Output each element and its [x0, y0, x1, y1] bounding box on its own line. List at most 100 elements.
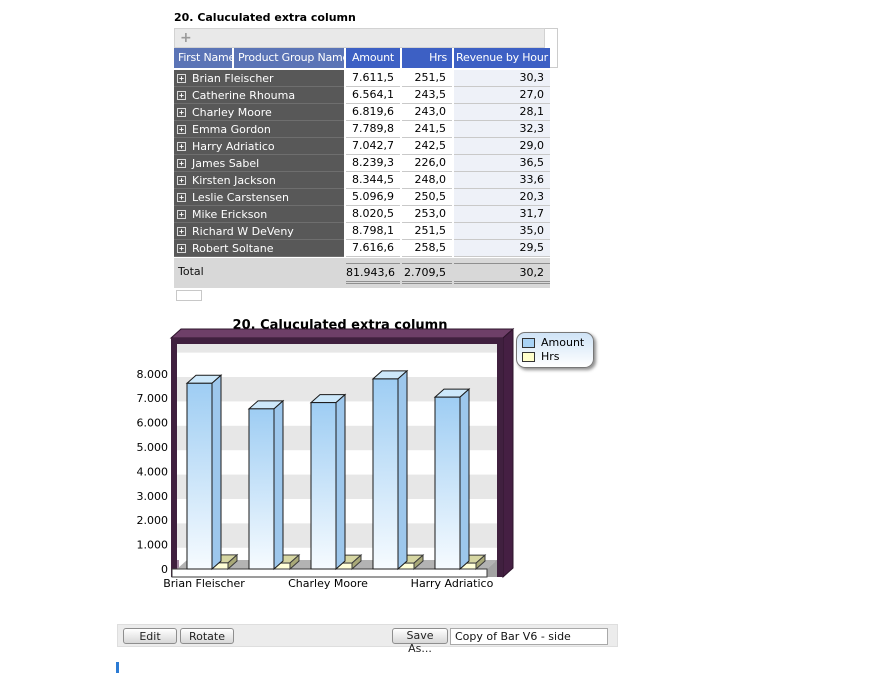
- cell-revenue: 30,3: [454, 70, 550, 87]
- cell-revenue: 27,0: [454, 87, 550, 104]
- legend-item: Hrs: [522, 350, 584, 363]
- save-as-button[interactable]: Save As...: [392, 628, 448, 655]
- svg-text:0: 0: [161, 563, 168, 576]
- total-row: Total 81.943,6 2.709,5 30,2: [174, 258, 550, 288]
- save-as-name-input[interactable]: [450, 628, 608, 645]
- cell-revenue: 35,0: [454, 223, 550, 240]
- cell-amount: 8.798,1: [346, 223, 400, 240]
- table-row: + Leslie Carstensen 5.096,9 250,5 20,3: [174, 189, 550, 206]
- expand-row-icon[interactable]: +: [177, 107, 186, 117]
- expand-row-icon[interactable]: +: [177, 226, 186, 236]
- cell-amount: 6.819,6: [346, 104, 400, 121]
- cell-hrs: 258,5: [402, 240, 452, 257]
- expand-row-icon[interactable]: +: [177, 209, 186, 219]
- cell-hrs: 248,0: [402, 172, 452, 189]
- table-row: + Harry Adriatico 7.042,7 242,5 29,0: [174, 138, 550, 155]
- cell-revenue: 32,3: [454, 121, 550, 138]
- legend-item: Amount: [522, 336, 584, 349]
- column-header-revenue-by-hour[interactable]: Revenue by Hour: [454, 48, 550, 68]
- row-name: Brian Fleischer: [192, 71, 274, 85]
- expand-row-icon[interactable]: +: [177, 175, 186, 185]
- table-row: + Catherine Rhouma 6.564,1 243,5 27,0: [174, 87, 550, 104]
- cell-amount: 7.789,8: [346, 121, 400, 138]
- table-body: + Brian Fleischer 7.611,5 251,5 30,3 + C…: [174, 70, 550, 257]
- table-row: + Emma Gordon 7.789,8 241,5 32,3: [174, 121, 550, 138]
- legend-label: Hrs: [541, 350, 560, 363]
- table-row: + Mike Erickson 8.020,5 253,0 31,7: [174, 206, 550, 223]
- cell-hrs: 243,5: [402, 87, 452, 104]
- cell-revenue: 36,5: [454, 155, 550, 172]
- column-header-first-name[interactable]: First Name: [174, 48, 232, 68]
- edit-button[interactable]: Edit: [123, 628, 177, 644]
- expand-row-icon[interactable]: +: [177, 73, 186, 83]
- bar-chart-canvas: 0 1.000 2.000 3.000 4.000 5.000 6.000 7.000 8.00…: [137, 327, 515, 590]
- total-label: Total: [178, 265, 204, 278]
- cell-revenue: 29,0: [454, 138, 550, 155]
- report-title: 20. Caluculated extra column: [174, 11, 356, 24]
- cell-hrs: 226,0: [402, 155, 452, 172]
- row-name: Robert Soltane: [192, 241, 274, 255]
- cell-revenue: 29,5: [454, 240, 550, 257]
- chart-legend: Amount Hrs: [516, 332, 595, 368]
- row-name: Kirsten Jackson: [192, 173, 276, 187]
- svg-text:7.000: 7.000: [137, 392, 169, 405]
- legend-label: Amount: [541, 336, 585, 349]
- row-name: Emma Gordon: [192, 122, 271, 136]
- row-name: Harry Adriatico: [192, 139, 275, 153]
- cell-hrs: 253,0: [402, 206, 452, 223]
- cell-hrs: 242,5: [402, 138, 452, 155]
- cell-hrs: 243,0: [402, 104, 452, 121]
- grid-toolbar: +: [174, 28, 545, 48]
- footer-stub: [176, 290, 202, 301]
- cell-amount: 7.042,7: [346, 138, 400, 155]
- cell-revenue: 33,6: [454, 172, 550, 189]
- svg-text:5.000: 5.000: [137, 441, 169, 454]
- cell-amount: 8.020,5: [346, 206, 400, 223]
- row-name: Leslie Carstensen: [192, 190, 290, 204]
- table-header-row: First Name Product Group Name Amount Hrs…: [174, 48, 550, 68]
- cell-amount: 5.096,9: [346, 189, 400, 206]
- legend-swatch-icon: [522, 337, 535, 348]
- column-header-product-group[interactable]: Product Group Name: [234, 48, 344, 68]
- row-name: Richard W DeVeny: [192, 224, 294, 238]
- svg-text:3.000: 3.000: [137, 490, 169, 503]
- svg-text:6.000: 6.000: [137, 417, 169, 430]
- expand-row-icon[interactable]: +: [177, 124, 186, 134]
- legend-swatch-icon: [522, 351, 535, 362]
- expand-row-icon[interactable]: +: [177, 243, 186, 253]
- cell-amount: 6.564,1: [346, 87, 400, 104]
- expand-row-icon[interactable]: +: [177, 158, 186, 168]
- cell-hrs: 251,5: [402, 223, 452, 240]
- svg-text:4.000: 4.000: [137, 465, 169, 478]
- svg-text:2.000: 2.000: [137, 514, 169, 527]
- svg-text:Harry Adriatico: Harry Adriatico: [411, 577, 494, 590]
- cell-revenue: 31,7: [454, 206, 550, 223]
- cell-hrs: 251,5: [402, 70, 452, 87]
- cell-revenue: 28,1: [454, 104, 550, 121]
- cell-hrs: 250,5: [402, 189, 452, 206]
- table-row: + Robert Soltane 7.616,6 258,5 29,5: [174, 240, 550, 257]
- svg-text:1.000: 1.000: [137, 539, 169, 552]
- column-header-hrs[interactable]: Hrs: [402, 48, 452, 68]
- table-row: + Brian Fleischer 7.611,5 251,5 30,3: [174, 70, 550, 87]
- svg-text:Brian Fleischer: Brian Fleischer: [163, 577, 245, 590]
- svg-text:Charley Moore: Charley Moore: [288, 577, 368, 590]
- expand-row-icon[interactable]: +: [177, 90, 186, 100]
- column-header-amount[interactable]: Amount: [346, 48, 400, 68]
- total-amount: 81.943,6: [346, 263, 400, 284]
- table-row: + Charley Moore 6.819,6 243,0 28,1: [174, 104, 550, 121]
- total-hrs: 2.709,5: [402, 263, 452, 284]
- cell-amount: 8.344,5: [346, 172, 400, 189]
- cell-amount: 7.611,5: [346, 70, 400, 87]
- expand-row-icon[interactable]: +: [177, 141, 186, 151]
- rotate-button[interactable]: Rotate: [180, 628, 234, 644]
- row-name: Mike Erickson: [192, 207, 268, 221]
- cell-amount: 7.616,6: [346, 240, 400, 257]
- report-panel: 20. Caluculated extra column + First Nam…: [174, 8, 594, 308]
- add-column-icon[interactable]: +: [180, 30, 192, 46]
- cell-hrs: 241,5: [402, 121, 452, 138]
- row-name: Catherine Rhouma: [192, 88, 296, 102]
- expand-row-icon[interactable]: +: [177, 192, 186, 202]
- cell-amount: 8.239,3: [346, 155, 400, 172]
- table-row: + Richard W DeVeny 8.798,1 251,5 35,0: [174, 223, 550, 240]
